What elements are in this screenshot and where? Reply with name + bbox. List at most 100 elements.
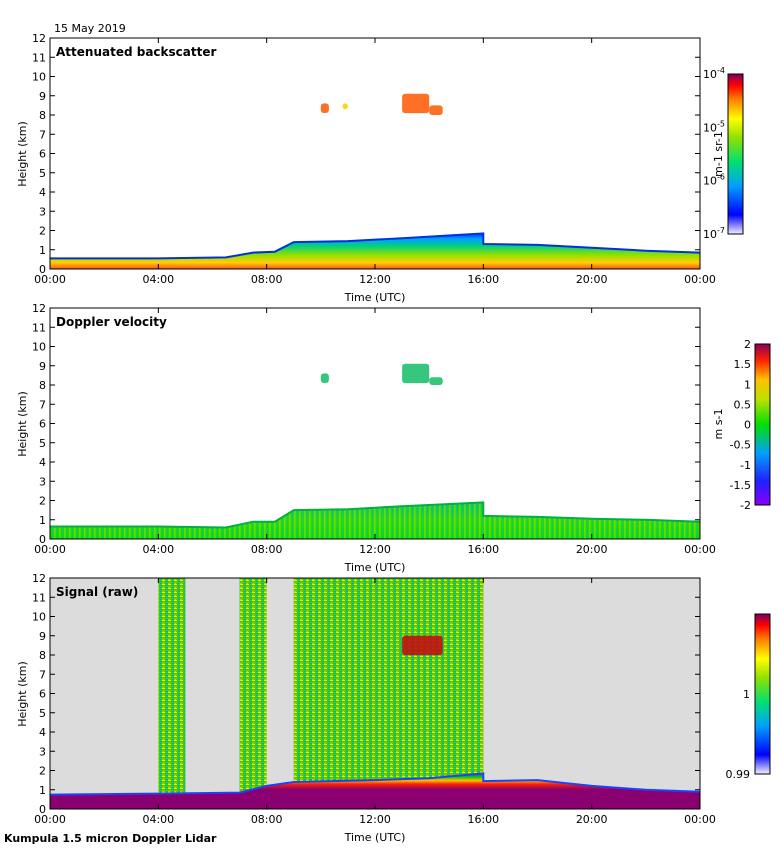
x-axis-label: Time (UTC) (344, 561, 406, 574)
y-tick-label: 7 (39, 128, 46, 141)
cloud-mark (429, 377, 443, 385)
boundary-layer-texture (50, 502, 700, 539)
colorbar-tick-label: 10-6 (703, 173, 725, 188)
y-tick-label: 2 (39, 495, 46, 508)
y-tick-label: 3 (39, 205, 46, 218)
footer-caption: Kumpula 1.5 micron Doppler Lidar (4, 832, 217, 845)
y-tick-label: 1 (39, 244, 46, 257)
x-tick-label: 12:00 (359, 543, 391, 556)
y-tick-label: 6 (39, 688, 46, 701)
y-tick-label: 5 (39, 167, 46, 180)
colorbar-unit: m-1 sr-1 (712, 131, 725, 177)
y-tick-label: 9 (39, 360, 46, 373)
y-tick-label: 4 (39, 186, 46, 199)
x-tick-label: 04:00 (142, 543, 174, 556)
x-tick-label: 00:00 (34, 543, 66, 556)
colorbar-tick-label: -1.5 (730, 479, 751, 492)
colorbar-tick-label: 1 (744, 378, 751, 391)
colorbar-tick-label: 0.5 (734, 398, 752, 411)
boundary-layer-edge (50, 232, 701, 260)
colorbar-tick-label: 0 (744, 419, 751, 432)
x-tick-label: 04:00 (142, 273, 174, 286)
x-tick-label: 08:00 (251, 813, 283, 826)
y-tick-label: 6 (39, 418, 46, 431)
y-tick-label: 3 (39, 475, 46, 488)
y-tick-label: 1 (39, 784, 46, 797)
y-tick-label: 10 (32, 341, 46, 354)
plot-background (50, 308, 700, 539)
boundary-layer-edge (49, 772, 701, 796)
cloud-mark (402, 363, 430, 384)
y-axis-label: Height (km) (16, 391, 29, 457)
colorbar-tick-label: 0.99 (726, 768, 751, 781)
x-tick-label: 16:00 (467, 273, 499, 286)
y-tick-label: 2 (39, 765, 46, 778)
colorbar-tick-label: 10-7 (703, 226, 725, 241)
colorbar (754, 613, 771, 775)
x-tick-label: 00:00 (684, 273, 716, 286)
x-tick-label: 16:00 (467, 543, 499, 556)
y-tick-label: 6 (39, 148, 46, 161)
panel-title: Attenuated backscatter (56, 45, 216, 59)
y-tick-label: 0 (39, 803, 46, 816)
colorbar-tick-label: 10-4 (703, 66, 725, 81)
colorbar-tick-label: -1 (740, 459, 751, 472)
y-tick-label: 2 (39, 225, 46, 238)
x-axis-label: Time (UTC) (344, 291, 406, 304)
x-tick-label: 12:00 (359, 273, 391, 286)
x-tick-label: 16:00 (467, 813, 499, 826)
colorbar-tick-label: 10-5 (703, 119, 725, 134)
x-tick-label: 20:00 (576, 273, 608, 286)
y-tick-label: 10 (32, 611, 46, 624)
x-tick-label: 00:00 (34, 273, 66, 286)
y-tick-label: 11 (32, 321, 46, 334)
x-tick-label: 08:00 (251, 273, 283, 286)
y-tick-label: 5 (39, 707, 46, 720)
colorbar (754, 343, 771, 506)
y-tick-label: 1 (39, 514, 46, 527)
y-tick-label: 4 (39, 456, 46, 469)
colorbar-unit: m s-1 (712, 409, 725, 440)
colorbar-tick-label: 2 (744, 338, 751, 351)
y-tick-label: 7 (39, 398, 46, 411)
cloud-mark (320, 103, 329, 113)
date-label: 15 May 2019 (54, 22, 126, 35)
boundary-layer-edge (50, 501, 701, 529)
boundary-layer-mark (50, 233, 700, 269)
y-tick-label: 8 (39, 649, 46, 662)
colorbar-tick-label: -2 (740, 499, 751, 512)
y-tick-label: 3 (39, 745, 46, 758)
boundary-layer-mark (50, 773, 700, 809)
y-tick-label: 0 (39, 263, 46, 276)
panel-title: Signal (raw) (56, 585, 138, 599)
plot-background (50, 38, 700, 269)
x-tick-label: 08:00 (251, 543, 283, 556)
y-tick-label: 11 (32, 591, 46, 604)
colorbar-tick-label: 1 (743, 688, 750, 701)
y-tick-label: 12 (32, 302, 46, 315)
y-tick-label: 8 (39, 109, 46, 122)
colorbar-tick-label: 1.5 (734, 358, 752, 371)
y-tick-label: 9 (39, 90, 46, 103)
signal-period-mark (293, 578, 484, 809)
x-tick-label: 00:00 (34, 813, 66, 826)
y-tick-label: 11 (32, 51, 46, 64)
x-tick-label: 00:00 (684, 813, 716, 826)
y-tick-label: 8 (39, 379, 46, 392)
signal-period-mark (158, 578, 186, 809)
y-tick-label: 7 (39, 668, 46, 681)
y-tick-label: 12 (32, 32, 46, 45)
x-tick-label: 20:00 (576, 543, 608, 556)
y-tick-label: 4 (39, 726, 46, 739)
y-tick-label: 0 (39, 533, 46, 546)
colorbar-tick-label: -0.5 (730, 439, 751, 452)
y-tick-label: 12 (32, 572, 46, 585)
signal-period-mark (239, 578, 267, 809)
colorbar (727, 73, 744, 235)
x-tick-label: 00:00 (684, 543, 716, 556)
cloud-mark (402, 93, 430, 114)
